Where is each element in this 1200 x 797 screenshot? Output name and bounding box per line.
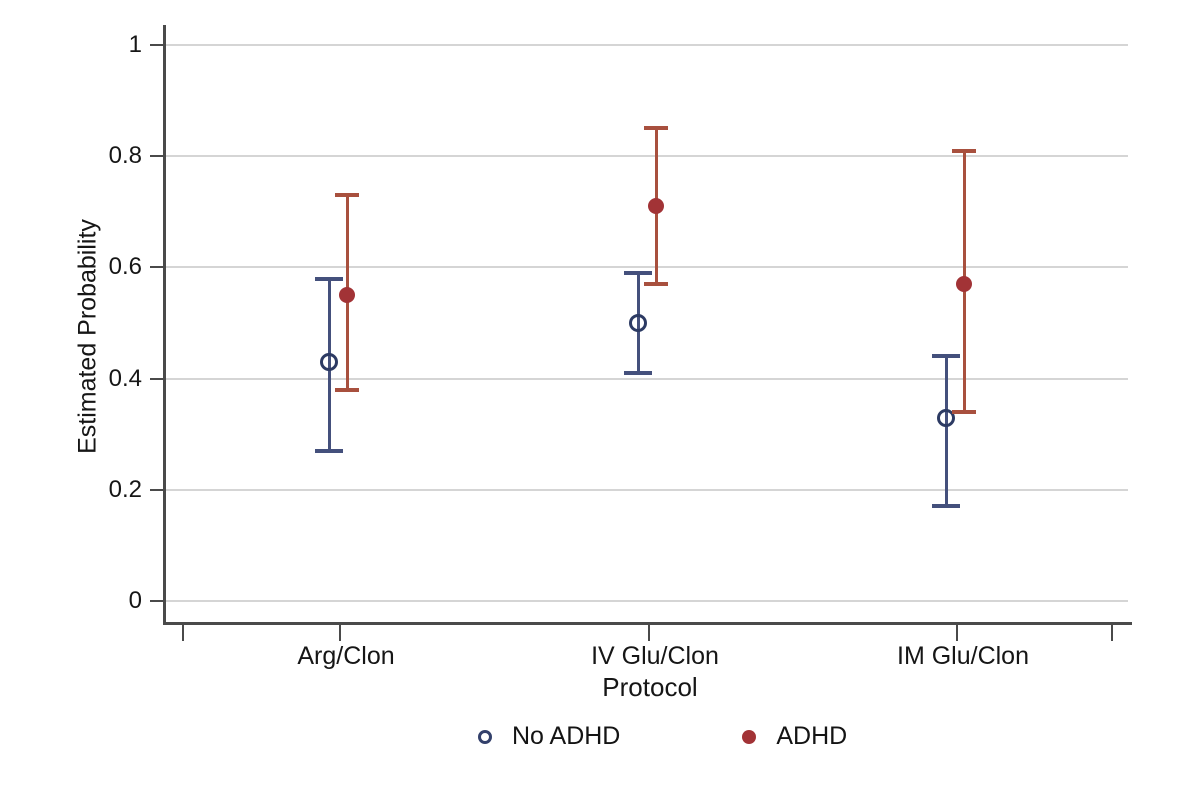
error-bar-cap-bottom [932, 504, 960, 509]
y-axis-tick [150, 266, 163, 269]
data-point-open-circle [320, 352, 338, 371]
y-tick-label: 0.6 [108, 253, 142, 281]
x-axis-title: Protocol [602, 672, 698, 702]
legend: No ADHD ADHD [478, 722, 847, 751]
error-bar-cap-top [335, 193, 359, 198]
gridline [163, 377, 1128, 380]
data-point-open-circle [629, 314, 647, 332]
y-axis-tick [150, 377, 163, 380]
x-tick-label: IV Glu/Clon [591, 642, 719, 670]
gridline [163, 44, 1128, 46]
legend-item-adhd: ADHD [742, 722, 847, 751]
y-axis-tick [150, 488, 163, 491]
y-axis-title: Estimated Probability [73, 219, 102, 454]
error-bar-cap-bottom [335, 387, 359, 392]
gridline [163, 266, 1128, 269]
y-axis-line [163, 25, 166, 622]
filled-circle-icon [742, 729, 757, 744]
y-tick-label: 0 [128, 587, 142, 614]
x-axis-tick [648, 625, 650, 641]
x-axis-tick [339, 625, 341, 641]
x-axis-tick [182, 625, 184, 641]
data-point-open-circle [937, 408, 955, 427]
error-bar-cap-top [624, 270, 652, 275]
data-point-filled-circle [648, 198, 664, 215]
x-axis-tick [956, 625, 958, 641]
y-axis-tick [150, 44, 163, 46]
error-bar-cap-top [315, 276, 343, 281]
y-axis-tick [150, 155, 163, 158]
error-bar-cap-top [932, 354, 960, 359]
x-tick-label: IM Glu/Clon [897, 642, 1029, 670]
y-tick-label: 1 [128, 31, 142, 58]
y-tick-label: 0.2 [108, 475, 142, 503]
legend-item-no-adhd: No ADHD [478, 722, 620, 751]
legend-label: ADHD [776, 722, 848, 750]
gridline [163, 488, 1128, 491]
gridline [163, 155, 1128, 158]
error-bar-cap-top [644, 126, 668, 131]
legend-label: No ADHD [512, 722, 621, 750]
error-bar [944, 356, 948, 507]
open-circle-icon [478, 729, 492, 744]
y-tick-label: 0.8 [108, 142, 142, 170]
data-point-filled-circle [339, 287, 355, 304]
x-axis-tick [1111, 625, 1113, 641]
x-axis-line [163, 622, 1132, 625]
gridline [163, 600, 1128, 602]
x-tick-label: Arg/Clon [297, 642, 395, 670]
error-bar-cap-bottom [952, 409, 976, 414]
data-point-filled-circle [956, 276, 972, 293]
error-bar-cap-bottom [315, 448, 343, 453]
y-axis-tick [150, 600, 163, 602]
y-tick-label: 0.4 [108, 364, 142, 392]
error-bar-cap-bottom [624, 371, 652, 376]
error-bar-cap-bottom [644, 282, 668, 287]
error-bar-cap-top [952, 148, 976, 153]
